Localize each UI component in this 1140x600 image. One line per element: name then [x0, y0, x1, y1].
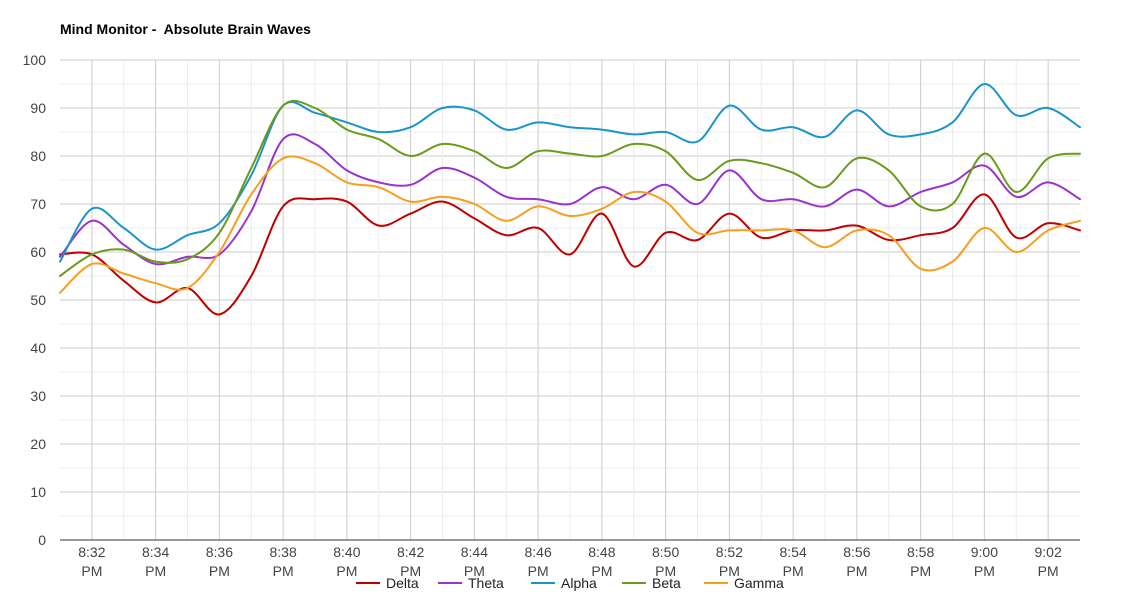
y-tick-label: 10 [30, 484, 46, 500]
series-line-gamma[interactable] [59, 155, 1081, 294]
series-line-beta[interactable] [59, 99, 1081, 277]
x-tick-label: 9:00 PM [971, 544, 998, 579]
y-tick-label: 0 [38, 532, 46, 548]
series-line-delta[interactable] [59, 193, 1081, 316]
x-tick-label: 8:36 PM [206, 544, 233, 579]
legend-label: Gamma [734, 575, 784, 591]
y-tick-label: 40 [30, 340, 46, 356]
legend-item-delta[interactable]: Delta [356, 575, 419, 591]
series-line-alpha[interactable] [59, 83, 1081, 263]
grid-layer [60, 59, 1080, 540]
x-tick-label: 8:54 PM [780, 544, 807, 579]
x-tick-label: 8:50 PM [652, 544, 679, 579]
y-tick-label: 50 [30, 292, 46, 308]
x-tick-label: 8:56 PM [843, 544, 870, 579]
series-layer [59, 83, 1081, 316]
x-tick-label: 8:44 PM [461, 544, 488, 579]
legend-label: Alpha [561, 575, 597, 591]
x-tick-label: 8:48 PM [588, 544, 615, 579]
legend-item-gamma[interactable]: Gamma [704, 575, 784, 591]
legend-label: Delta [386, 575, 419, 591]
y-tick-label: 30 [30, 388, 46, 404]
x-tick-label: 8:52 PM [716, 544, 743, 579]
y-tick-label: 100 [23, 52, 47, 68]
axis-layer: 0 10 20 30 40 50 60 70 80 90 100 8:32 PM 8:34 PM 8:36 PM… [23, 52, 1080, 579]
x-tick-label: 8:34 PM [142, 544, 169, 579]
legend-label: Beta [652, 575, 681, 591]
legend-item-theta[interactable]: Theta [438, 575, 504, 591]
x-tick-label: 8:38 PM [270, 544, 297, 579]
y-tick-label: 70 [30, 196, 46, 212]
legend-label: Theta [468, 575, 504, 591]
x-tick-label: 8:40 PM [333, 544, 360, 579]
y-tick-label: 20 [30, 436, 46, 452]
x-tick-label: 8:46 PM [525, 544, 552, 579]
chart-title: Mind Monitor - Absolute Brain Waves [60, 21, 311, 37]
x-tick-label: 8:32 PM [78, 544, 105, 579]
legend[interactable]: Delta Theta Alpha Beta Gamma [356, 575, 784, 591]
y-tick-label: 60 [30, 244, 46, 260]
legend-item-beta[interactable]: Beta [622, 575, 681, 591]
y-tick-label: 80 [30, 148, 46, 164]
y-tick-label: 90 [30, 100, 46, 116]
legend-item-alpha[interactable]: Alpha [531, 575, 597, 591]
x-tick-label: 8:58 PM [907, 544, 934, 579]
x-tick-label: 8:42 PM [397, 544, 424, 579]
x-tick-label: 9:02 PM [1035, 544, 1062, 579]
